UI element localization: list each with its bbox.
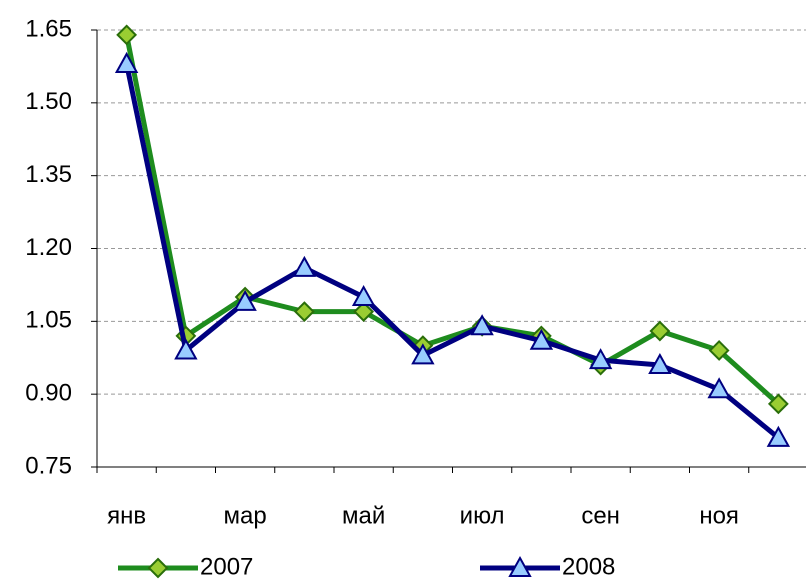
x-tick-label: ноя (699, 502, 739, 529)
data-point (766, 425, 791, 447)
data-point (708, 340, 730, 361)
y-tick-label: 1.35 (25, 161, 72, 188)
legend-label: 2008 (562, 553, 615, 580)
data-point (411, 343, 435, 365)
data-point (649, 320, 671, 342)
x-tick-label: май (342, 502, 385, 529)
legend-marker (508, 555, 532, 577)
y-tick-label: 1.50 (25, 88, 72, 115)
data-point (233, 289, 257, 311)
series-line (124, 34, 781, 406)
series-line (124, 63, 780, 440)
x-tick-label: июл (460, 502, 505, 529)
data-point (529, 328, 554, 350)
data-point (470, 314, 494, 336)
y-tick-label: 1.20 (25, 234, 72, 261)
data-point (767, 393, 789, 415)
y-tick-label: 1.65 (25, 15, 72, 42)
data-point (351, 284, 376, 307)
data-point (707, 377, 731, 399)
data-point (293, 301, 315, 323)
data-point (114, 51, 139, 73)
data-point (353, 301, 375, 323)
data-point (174, 338, 198, 360)
data-point (116, 24, 138, 46)
data-point (292, 255, 317, 277)
x-tick-label: янв (107, 502, 146, 529)
x-tick-label: сен (581, 502, 620, 529)
legend-marker (147, 557, 169, 579)
y-tick-label: 0.75 (25, 452, 72, 479)
y-tick-label: 1.05 (25, 307, 72, 334)
data-point (588, 348, 613, 370)
data-point (648, 352, 672, 375)
y-tick-label: 0.90 (25, 380, 72, 407)
legend-label: 2007 (200, 553, 253, 580)
x-tick-label: мар (224, 502, 267, 529)
